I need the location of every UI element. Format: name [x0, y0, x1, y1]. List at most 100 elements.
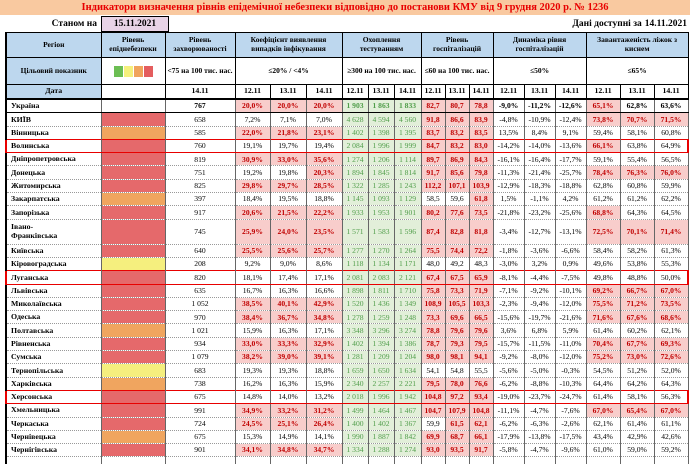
dyn-cell: -23,2%: [523, 205, 556, 220]
hosp-cell: 93,4: [468, 389, 494, 405]
hosp-cell: 48,0: [420, 256, 446, 271]
hosp-cell: 105,5: [444, 296, 470, 311]
dyn-cell: -0,3%: [554, 363, 587, 378]
dyn-cell: -18,3%: [523, 178, 556, 193]
empty-cell: [523, 456, 556, 464]
hosp-cell: 82,7: [420, 98, 446, 114]
coef-cell: 17,4%: [269, 270, 307, 285]
detection-coef-target: ≤20% / <4%: [234, 57, 343, 85]
hosp-cell: 79,5: [420, 376, 446, 391]
test-cell: 1 395: [393, 125, 422, 140]
hosp-cell: 79,3: [444, 336, 470, 351]
test-cell: 1 583: [367, 218, 395, 245]
test-cell: 1 650: [367, 363, 395, 378]
incidence-cell: 917: [164, 205, 236, 220]
incidence-cell: 751: [164, 165, 236, 180]
hosp-cell: 62,1: [468, 416, 494, 431]
coef-cell: 25,7%: [305, 243, 343, 258]
epidemic-level-cell: [100, 125, 166, 140]
dyn-cell: -10,9%: [523, 112, 556, 127]
dyn-cell: -15,6%: [492, 310, 525, 324]
region-cell: Закарпатська: [5, 192, 102, 206]
incidence-cell: 901: [164, 443, 236, 457]
table-row: Черкаська 724 24,5% 25,1% 26,4% 1 400 1 402 1 3…: [5, 416, 689, 431]
incidence-cell: 1 079: [164, 350, 236, 364]
incidence-cell: 1 021: [164, 323, 236, 338]
test-cell: 4 560: [393, 112, 422, 127]
epidemic-level-cell: [100, 363, 166, 378]
region-cell: Житомирська: [5, 178, 102, 193]
beds-cell: 61,2%: [585, 192, 621, 206]
dyn-cell: -12,9%: [492, 178, 525, 193]
region-cell: Волинська: [5, 138, 102, 154]
dyn-cell: -9,6%: [554, 443, 587, 457]
beds-cell: 65,4%: [619, 403, 655, 418]
region-cell: Сумська: [5, 350, 102, 364]
date-cell: 13.11: [523, 84, 556, 100]
beds-cell: 70,7%: [619, 112, 655, 127]
test-cell: 1 398: [367, 125, 395, 140]
empty-cell: [341, 456, 369, 464]
table-row: Закарпатська 397 18,4% 19,5% 18,8% 1 145 1 093…: [5, 192, 689, 206]
region-cell: Івано-Франківська: [5, 218, 102, 245]
hosp-cell: 98,1: [444, 350, 470, 364]
coef-cell: 19,5%: [269, 192, 307, 206]
hosp-cell: 59,6: [444, 192, 470, 206]
test-cell: 3 274: [393, 323, 422, 338]
epidemic-level-cell: [100, 283, 166, 298]
test-cell: 1 942: [393, 389, 422, 405]
region-cell: Полтавська: [5, 323, 102, 338]
header-row-targets: Цільовий показник <75 на 100 тис. нас. ≤…: [5, 57, 689, 85]
empty-cell: [420, 456, 446, 464]
beds-cell: 61,4%: [585, 389, 621, 405]
beds-cell: 67,0%: [585, 403, 621, 418]
coef-cell: 18,8%: [305, 192, 343, 206]
available-date: 14.11.2021: [644, 18, 687, 29]
empty-cell: [619, 456, 655, 464]
hosp-cell: 74,4: [444, 243, 470, 258]
incidence-cell: 585: [164, 125, 236, 140]
hosp-cell: 76,6: [468, 376, 494, 391]
hosp-cell: 91,7: [420, 165, 446, 180]
region-cell: Луганська: [5, 270, 102, 285]
region-cell: Запорізька: [5, 205, 102, 220]
hosp-cell: 104,8: [420, 389, 446, 405]
dyn-cell: -25,7%: [554, 165, 587, 180]
dyn-cell: -21,6%: [554, 310, 587, 324]
dyn-cell: 3,6%: [492, 323, 525, 338]
beds-cell: 69,3%: [653, 336, 689, 351]
test-cell: 1 903: [341, 98, 369, 114]
dyn-cell: -8,0%: [523, 350, 556, 364]
beds-cell: 71,4%: [653, 218, 689, 245]
coef-cell: 24,5%: [234, 416, 271, 431]
table-row: Рівненська 934 33,0% 33,3% 32,9% 1 402 1 394 1 …: [5, 336, 689, 351]
test-cell: 1 436: [367, 296, 395, 311]
beds-cell: 58,4%: [585, 243, 621, 258]
dyn-cell: -6,6%: [554, 243, 587, 258]
coef-cell: 15,9%: [234, 323, 271, 338]
beds-cell: 58,1%: [619, 389, 655, 405]
dyn-cell: -4,7%: [523, 403, 556, 418]
dyn-cell: -25,6%: [554, 205, 587, 220]
date-row-label: Дата: [5, 84, 102, 100]
beds-cell: 60,8%: [653, 125, 689, 140]
dyn-cell: -4,7%: [523, 443, 556, 457]
hosp-cell: 93,0: [420, 443, 446, 457]
coef-cell: 25,1%: [269, 416, 307, 431]
hosp-cell: 108,9: [420, 296, 446, 311]
dyn-cell: -9,2%: [523, 283, 556, 298]
hosp-cell: 49,2: [444, 256, 470, 271]
coef-cell: 14,0%: [269, 389, 307, 405]
beds-cell: 71,6%: [585, 310, 621, 324]
dyn-cell: -9,4%: [523, 296, 556, 311]
test-cell: 1 367: [393, 416, 422, 431]
hosp-cell: 54,8: [444, 363, 470, 378]
hosp-cell: 65,9: [468, 270, 494, 285]
beds-cell: 67,6%: [619, 310, 655, 324]
coef-cell: 13,2%: [305, 389, 343, 405]
test-cell: 1 171: [393, 256, 422, 271]
test-cell: 1 204: [393, 350, 422, 364]
dyn-cell: 4,2%: [554, 192, 587, 206]
dyn-cell: -5,0%: [523, 363, 556, 378]
dyn-cell: -15,7%: [492, 336, 525, 351]
